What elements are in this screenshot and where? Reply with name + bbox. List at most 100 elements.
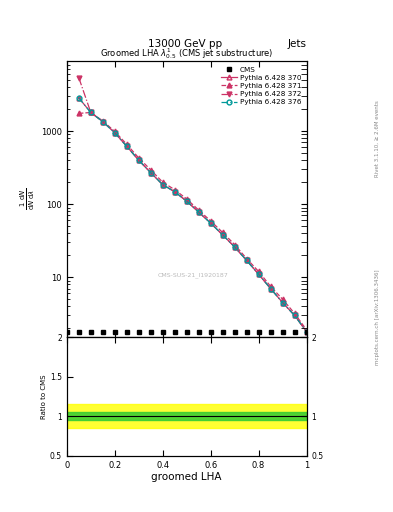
- Pythia 6.428 371: [220, 229, 225, 236]
- Line: Pythia 6.428 370: Pythia 6.428 370: [76, 95, 309, 334]
- Pythia 6.428 372: [136, 157, 141, 163]
- Pythia 6.428 376: [244, 258, 249, 264]
- Pythia 6.428 370: [136, 157, 141, 163]
- Pythia 6.428 371: [136, 155, 141, 161]
- Pythia 6.428 376: [136, 157, 141, 163]
- Pythia 6.428 370: [208, 220, 213, 226]
- Pythia 6.428 370: [256, 271, 261, 278]
- Pythia 6.428 370: [112, 130, 117, 136]
- Text: mcplots.cern.ch [arXiv:1306.3436]: mcplots.cern.ch [arXiv:1306.3436]: [375, 270, 380, 365]
- CMS: [136, 329, 141, 335]
- CMS: [77, 329, 81, 335]
- X-axis label: groomed LHA: groomed LHA: [151, 472, 222, 482]
- Pythia 6.428 372: [173, 189, 177, 195]
- Pythia 6.428 370: [184, 198, 189, 204]
- CMS: [112, 329, 117, 335]
- Pythia 6.428 370: [268, 286, 273, 292]
- Pythia 6.428 370: [196, 209, 201, 215]
- Pythia 6.428 371: [184, 196, 189, 202]
- Pythia 6.428 371: [304, 327, 309, 333]
- Pythia 6.428 371: [292, 310, 297, 316]
- Pythia 6.428 370: [232, 244, 237, 250]
- Pythia 6.428 376: [292, 312, 297, 318]
- Pythia 6.428 371: [280, 296, 285, 302]
- Pythia 6.428 372: [149, 169, 153, 176]
- Pythia 6.428 376: [160, 182, 165, 188]
- CMS: [149, 329, 153, 335]
- Pythia 6.428 376: [173, 189, 177, 195]
- CMS: [268, 329, 273, 335]
- Pythia 6.428 371: [101, 118, 105, 124]
- Pythia 6.428 371: [196, 207, 201, 213]
- Line: Pythia 6.428 376: Pythia 6.428 376: [76, 95, 309, 334]
- Pythia 6.428 372: [101, 119, 105, 125]
- Pythia 6.428 376: [220, 232, 225, 238]
- Pythia 6.428 372: [160, 182, 165, 188]
- Pythia 6.428 376: [280, 300, 285, 306]
- CMS: [88, 329, 93, 335]
- Pythia 6.428 371: [112, 129, 117, 135]
- Line: CMS: CMS: [65, 330, 308, 333]
- Pythia 6.428 372: [88, 110, 93, 116]
- Pythia 6.428 371: [88, 110, 93, 116]
- Pythia 6.428 372: [112, 130, 117, 136]
- Pythia 6.428 372: [232, 244, 237, 250]
- Pythia 6.428 376: [184, 198, 189, 204]
- CMS: [256, 329, 261, 335]
- Pythia 6.428 376: [196, 209, 201, 215]
- Y-axis label: $\frac{1}{\mathrm{d}N}\frac{\mathrm{d}N}{\mathrm{d}\lambda}$: $\frac{1}{\mathrm{d}N}\frac{\mathrm{d}N}…: [18, 188, 37, 210]
- Pythia 6.428 372: [292, 312, 297, 318]
- Pythia 6.428 370: [149, 169, 153, 176]
- Pythia 6.428 371: [77, 110, 81, 116]
- Pythia 6.428 372: [208, 220, 213, 226]
- Text: CMS-SUS-21_I1920187: CMS-SUS-21_I1920187: [158, 273, 229, 279]
- CMS: [196, 329, 201, 335]
- Pythia 6.428 370: [88, 110, 93, 116]
- Text: Rivet 3.1.10, ≥ 2.6M events: Rivet 3.1.10, ≥ 2.6M events: [375, 100, 380, 177]
- Pythia 6.428 370: [280, 300, 285, 306]
- CMS: [280, 329, 285, 335]
- Pythia 6.428 376: [77, 95, 81, 101]
- Pythia 6.428 370: [292, 312, 297, 318]
- CMS: [232, 329, 237, 335]
- Pythia 6.428 370: [125, 143, 129, 150]
- Pythia 6.428 372: [184, 198, 189, 204]
- Line: Pythia 6.428 371: Pythia 6.428 371: [76, 110, 309, 332]
- Pythia 6.428 371: [244, 255, 249, 262]
- Pythia 6.428 372: [256, 271, 261, 278]
- CMS: [64, 329, 69, 335]
- CMS: [125, 329, 129, 335]
- Pythia 6.428 376: [112, 130, 117, 136]
- Pythia 6.428 372: [125, 143, 129, 150]
- Pythia 6.428 370: [173, 189, 177, 195]
- Line: Pythia 6.428 372: Pythia 6.428 372: [76, 75, 309, 334]
- Pythia 6.428 372: [77, 75, 81, 81]
- Pythia 6.428 376: [256, 271, 261, 278]
- Pythia 6.428 370: [77, 95, 81, 101]
- Pythia 6.428 376: [304, 329, 309, 335]
- Pythia 6.428 371: [208, 218, 213, 224]
- Pythia 6.428 371: [268, 283, 273, 289]
- Legend: CMS, Pythia 6.428 370, Pythia 6.428 371, Pythia 6.428 372, Pythia 6.428 376: CMS, Pythia 6.428 370, Pythia 6.428 371,…: [220, 65, 303, 107]
- Pythia 6.428 371: [160, 179, 165, 185]
- Pythia 6.428 371: [125, 141, 129, 147]
- Pythia 6.428 372: [196, 209, 201, 215]
- Pythia 6.428 376: [101, 119, 105, 125]
- Text: 13000 GeV pp: 13000 GeV pp: [148, 38, 222, 49]
- Pythia 6.428 372: [280, 300, 285, 306]
- CMS: [292, 329, 297, 335]
- Pythia 6.428 376: [149, 169, 153, 176]
- Y-axis label: Ratio to CMS: Ratio to CMS: [41, 374, 47, 419]
- Title: Groomed LHA $\lambda^{1}_{0.5}$ (CMS jet substructure): Groomed LHA $\lambda^{1}_{0.5}$ (CMS jet…: [100, 47, 274, 61]
- Pythia 6.428 370: [220, 232, 225, 238]
- Pythia 6.428 376: [88, 110, 93, 116]
- Pythia 6.428 371: [256, 268, 261, 274]
- Pythia 6.428 372: [220, 232, 225, 238]
- Pythia 6.428 370: [160, 182, 165, 188]
- CMS: [244, 329, 249, 335]
- Pythia 6.428 372: [244, 258, 249, 264]
- Pythia 6.428 376: [208, 220, 213, 226]
- Pythia 6.428 370: [101, 119, 105, 125]
- Pythia 6.428 372: [268, 286, 273, 292]
- Pythia 6.428 376: [125, 143, 129, 150]
